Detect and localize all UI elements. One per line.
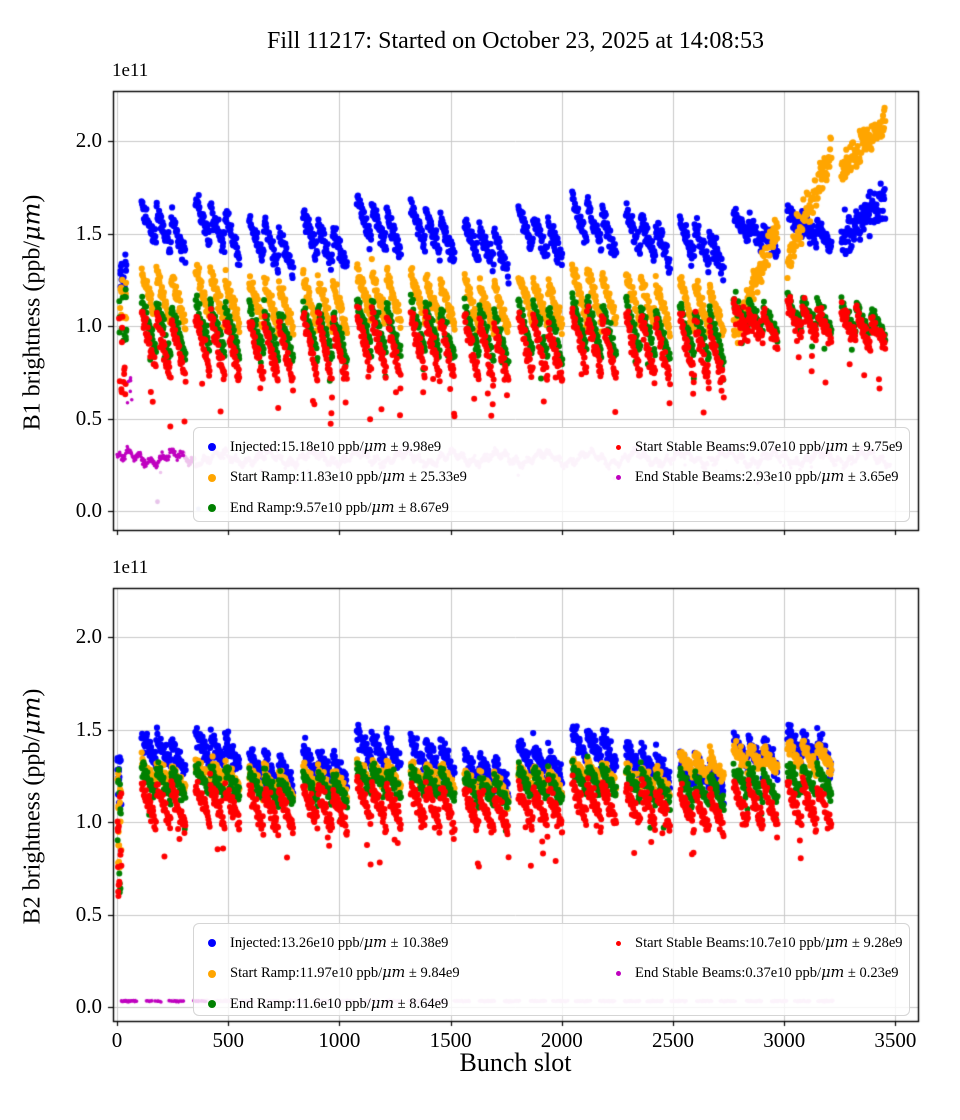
x-tick-label: 1000	[318, 1028, 361, 1052]
x-tick-label: 500	[212, 1028, 244, 1052]
y-tick-label: 1.5	[75, 220, 102, 245]
legend-entry-end-stable-beams: End Stable Beams:0.37e10 ppb/μm ± 0.23e9	[614, 964, 899, 984]
y-tick-label: 0.5	[75, 405, 102, 430]
sci-offset-b1: 1e11	[112, 60, 149, 81]
y-tick-label: 1.0	[75, 313, 102, 337]
legend-label: Injected:15.18e10 ppb/μm ± 9.98e9	[230, 438, 442, 455]
legend-entry-start-stable-beams: Start Stable Beams:10.7e10 ppb/μm ± 9.28…	[614, 933, 903, 953]
legend-marker-icon	[616, 475, 621, 480]
x-tick-label: 0	[111, 1028, 123, 1052]
legend-marker-icon	[208, 473, 216, 482]
legend-label: End Stable Beams:0.37e10 ppb/μm ± 0.23e9	[635, 965, 899, 981]
legend-marker-icon	[208, 443, 216, 451]
y-tick-label: 0.0	[75, 994, 102, 1018]
legend-label: Start Stable Beams:9.07e10 ppb/μm ± 9.75…	[635, 438, 903, 455]
legend-b2: Injected:13.26e10 ppb/μm ± 10.38e9 Start …	[193, 923, 910, 1016]
x-tick-label: 3000	[763, 1028, 806, 1052]
legend-label: End Ramp:9.57e10 ppb/μm ± 8.67e9	[230, 499, 449, 516]
legend-entry-end-ramp: End Ramp:9.57e10 ppb/μm ± 8.67e9	[208, 498, 449, 518]
y-tick-label: 2.0	[75, 624, 102, 648]
legend-b1: Injected:15.18e10 ppb/μm ± 9.98e9 Start R…	[193, 427, 910, 522]
legend-label: Start Ramp:11.97e10 ppb/μm ± 9.84e9	[230, 965, 460, 981]
legend-label: Start Ramp:11.83e10 ppb/μm ± 25.33e9	[230, 469, 467, 485]
figure-title: Fill 11217: Started on October 23, 2025 …	[266, 28, 765, 54]
legend-entry-end-stable-beams: End Stable Beams:2.93e10 ppb/μm ± 3.65e9	[614, 468, 899, 488]
legend-marker-icon	[208, 1000, 216, 1008]
legend-marker-icon	[208, 504, 216, 512]
legend-entry-start-ramp: Start Ramp:11.83e10 ppb/μm ± 25.33e9	[208, 468, 467, 488]
legend-marker-icon	[616, 971, 621, 976]
legend-marker-icon	[208, 969, 216, 978]
x-tick-label: 1500	[429, 1028, 472, 1052]
legend-label: Injected:13.26e10 ppb/μm ± 10.38e9	[230, 934, 449, 951]
legend-marker-icon	[208, 939, 216, 947]
y-tick-label: 2.0	[75, 128, 102, 152]
y-tick-label: 0.0	[75, 498, 102, 522]
x-tick-label: 2500	[652, 1028, 694, 1052]
legend-label: End Ramp:11.6e10 ppb/μm ± 8.64e9	[230, 995, 449, 1012]
legend-marker-icon	[616, 940, 621, 946]
legend-entry-start-ramp: Start Ramp:11.97e10 ppb/μm ± 9.84e9	[208, 964, 460, 984]
legend-label: Start Stable Beams:10.7e10 ppb/μm ± 9.28…	[635, 934, 903, 951]
legend-label: End Stable Beams:2.93e10 ppb/μm ± 3.65e9	[635, 469, 899, 485]
y-tick-label: 1.5	[75, 716, 102, 741]
legend-entry-end-ramp: End Ramp:11.6e10 ppb/μm ± 8.64e9	[208, 994, 448, 1014]
legend-entry-start-stable-beams: Start Stable Beams:9.07e10 ppb/μm ± 9.75…	[614, 437, 903, 457]
y-tick-label: 0.5	[75, 901, 102, 926]
x-axis-label: Bunch slot	[459, 1048, 572, 1077]
sci-offset-b2: 1e11	[112, 557, 149, 578]
y-tick-label: 1.0	[75, 809, 102, 833]
x-tick-label: 3500	[874, 1028, 917, 1052]
legend-entry-injected: Injected:13.26e10 ppb/μm ± 10.38e9	[208, 933, 448, 953]
x-tick-label: 2000	[540, 1028, 583, 1052]
legend-marker-icon	[616, 444, 621, 450]
legend-entry-injected: Injected:15.18e10 ppb/μm ± 9.98e9	[208, 437, 441, 457]
